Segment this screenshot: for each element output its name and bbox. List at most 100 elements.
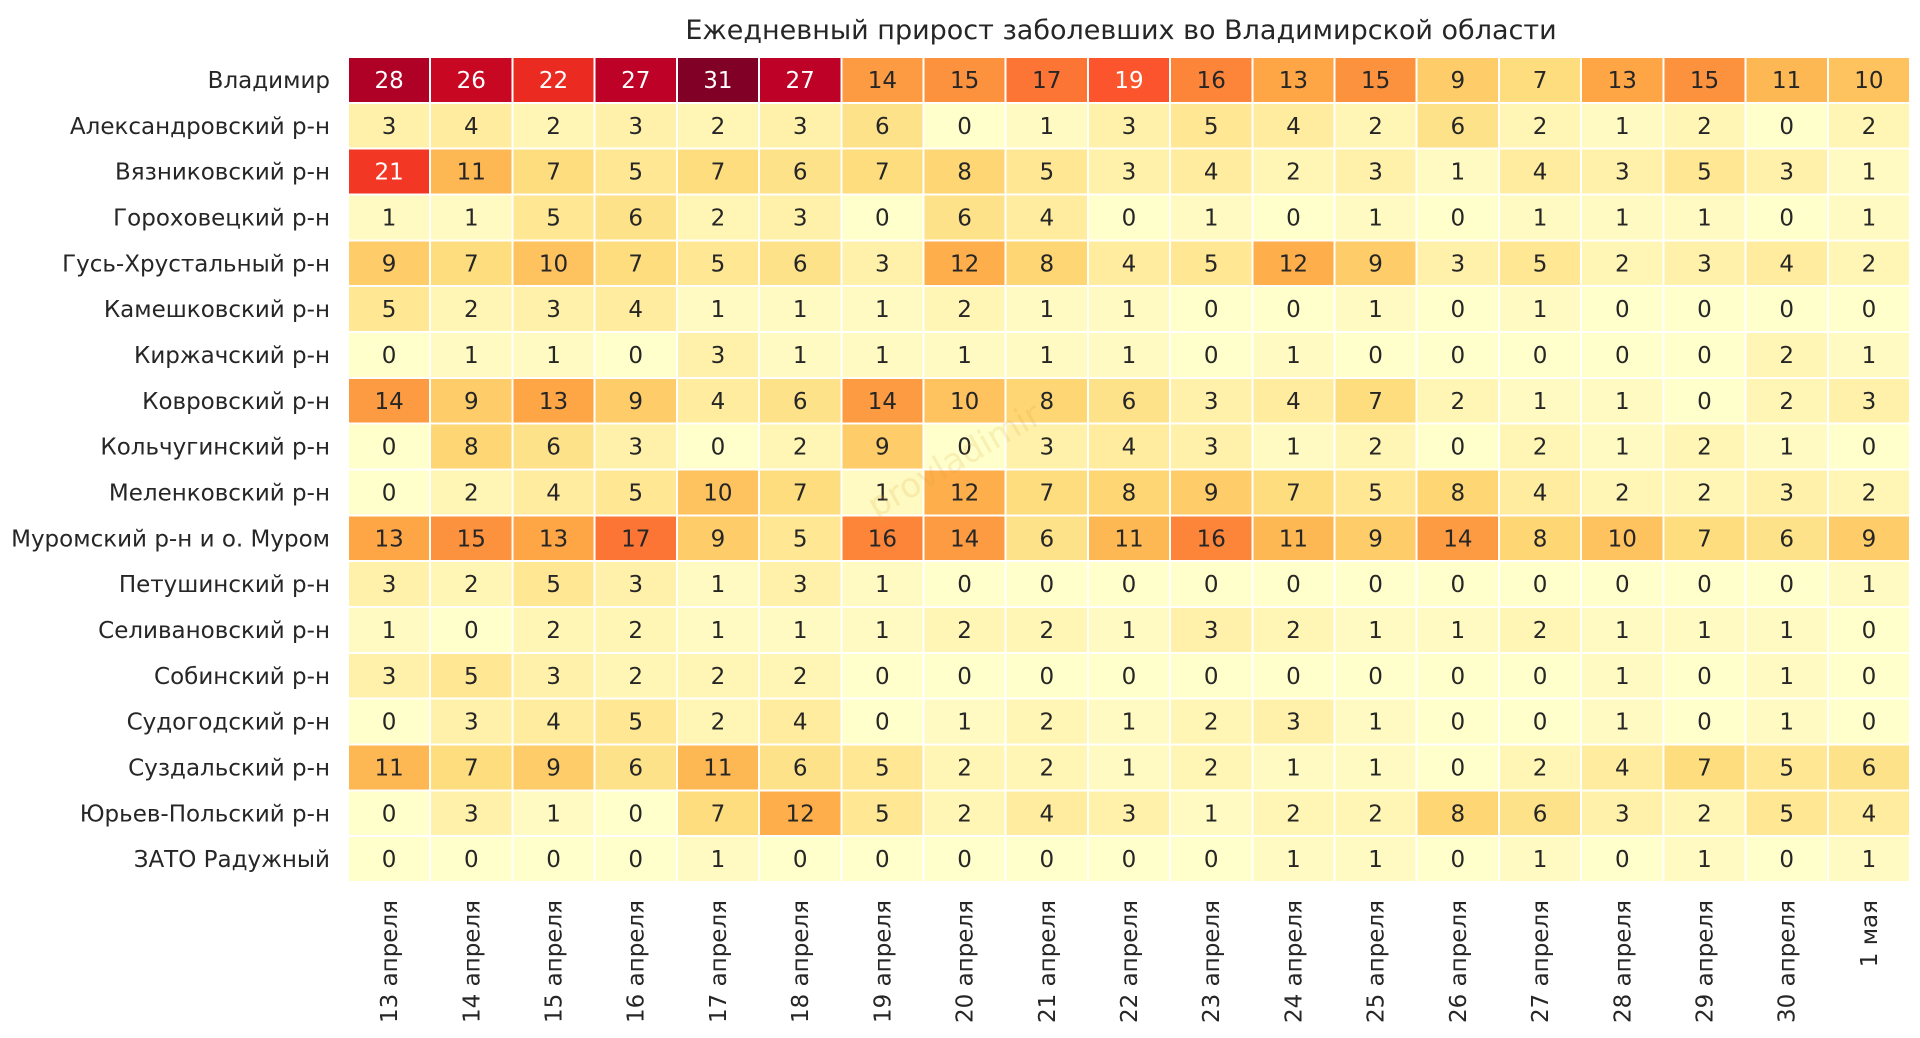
cell-value-label: 3 bbox=[628, 114, 643, 140]
cell-value-label: 2 bbox=[957, 755, 972, 781]
cell-value-label: 0 bbox=[1779, 572, 1794, 598]
cell-value-label: 5 bbox=[382, 297, 397, 323]
cell-value-label: 0 bbox=[1039, 847, 1054, 873]
cell-value-label: 4 bbox=[711, 389, 726, 415]
heatmap-cell bbox=[1333, 697, 1418, 746]
heatmap-cell bbox=[1251, 193, 1336, 242]
cell-value-label: 3 bbox=[1286, 710, 1301, 736]
heatmap-cell bbox=[675, 606, 761, 654]
heatmap-cell bbox=[1004, 376, 1089, 425]
heatmap-cell bbox=[1169, 147, 1254, 196]
cell-value-label: 3 bbox=[793, 572, 808, 598]
cell-value-label: 0 bbox=[1862, 435, 1877, 461]
heatmap-cell bbox=[1333, 789, 1418, 838]
cell-value-label: 1 bbox=[1615, 435, 1630, 461]
cell-value-label: 2 bbox=[546, 114, 561, 140]
heatmap-cell bbox=[1333, 331, 1418, 379]
cell-value-label: 1 bbox=[1451, 618, 1466, 644]
cell-value-label: 1 bbox=[1204, 801, 1219, 827]
cell-value-label: 1 bbox=[382, 205, 397, 231]
heatmap-cell bbox=[347, 331, 432, 379]
cell-value-label: 9 bbox=[711, 526, 726, 552]
cell-value-label: 2 bbox=[1286, 160, 1301, 186]
cell-value-label: 0 bbox=[1286, 205, 1301, 231]
cell-value-label: 1 bbox=[1779, 435, 1794, 461]
cell-value-label: 0 bbox=[1451, 572, 1466, 598]
cell-value-label: 12 bbox=[950, 480, 979, 506]
heatmap-cell bbox=[675, 468, 761, 517]
heatmap-cell bbox=[1004, 560, 1089, 608]
cell-value-label: 1 bbox=[1122, 755, 1137, 781]
heatmap-cell bbox=[840, 514, 925, 563]
cell-value-label: 0 bbox=[464, 847, 479, 873]
cell-value-label: 1 bbox=[1862, 343, 1877, 369]
heatmap-cell bbox=[1662, 101, 1747, 150]
cell-value-label: 0 bbox=[1368, 664, 1383, 690]
heatmap-cell bbox=[347, 606, 432, 654]
cell-value-label: 8 bbox=[1039, 389, 1054, 415]
heatmap-cell bbox=[593, 697, 678, 746]
heatmap-cell bbox=[1744, 101, 1829, 150]
cell-value-label: 13 bbox=[1279, 68, 1308, 94]
heatmap-cell bbox=[1333, 606, 1418, 654]
heatmap-cell bbox=[1580, 468, 1665, 517]
heatmap-cell bbox=[1169, 468, 1254, 517]
cell-value-label: 0 bbox=[1451, 435, 1466, 461]
cell-value-label: 0 bbox=[875, 847, 890, 873]
cell-value-label: 2 bbox=[1533, 755, 1548, 781]
heatmap-cell bbox=[429, 835, 514, 883]
heatmap-cell bbox=[1086, 422, 1172, 471]
heatmap-cell bbox=[1662, 331, 1747, 379]
heatmap-cell bbox=[347, 285, 432, 334]
heatmap-cell bbox=[840, 468, 925, 517]
heatmap-cell bbox=[1251, 514, 1336, 563]
heatmap-cell bbox=[593, 285, 678, 334]
heatmap-cell bbox=[1251, 147, 1336, 196]
cell-value-label: 0 bbox=[1451, 755, 1466, 781]
cell-value-label: 2 bbox=[464, 572, 479, 598]
cell-value-label: 5 bbox=[793, 526, 808, 552]
cell-value-label: 1 bbox=[1697, 618, 1712, 644]
cell-value-label: 1 bbox=[1779, 664, 1794, 690]
cell-value-label: 7 bbox=[464, 755, 479, 781]
heatmap-cell bbox=[429, 743, 514, 792]
cell-value-label: 0 bbox=[1122, 572, 1137, 598]
heatmap-cell bbox=[758, 239, 843, 288]
heatmap-cell bbox=[1744, 331, 1829, 379]
cell-value-label: 7 bbox=[1697, 755, 1712, 781]
cell-value-label: 12 bbox=[786, 801, 815, 827]
cell-value-label: 16 bbox=[868, 526, 897, 552]
cell-value-label: 1 bbox=[1615, 710, 1630, 736]
column-label: 19 апреля bbox=[870, 900, 896, 1023]
cell-value-label: 0 bbox=[1697, 664, 1712, 690]
cell-value-label: 0 bbox=[1204, 343, 1219, 369]
heatmap-cell bbox=[347, 239, 432, 288]
cell-value-label: 1 bbox=[1039, 297, 1054, 323]
cell-value-label: 8 bbox=[957, 160, 972, 186]
cell-value-label: 15 bbox=[1690, 68, 1719, 94]
cell-value-label: 0 bbox=[382, 710, 397, 736]
cell-value-label: 16 bbox=[1197, 68, 1226, 94]
cell-value-label: 6 bbox=[875, 114, 890, 140]
cell-value-label: 2 bbox=[1779, 389, 1794, 415]
cell-value-label: 0 bbox=[1615, 572, 1630, 598]
cell-value-label: 9 bbox=[628, 389, 643, 415]
cell-value-label: 2 bbox=[711, 664, 726, 690]
cell-value-label: 5 bbox=[628, 480, 643, 506]
cell-value-label: 2 bbox=[1368, 114, 1383, 140]
cell-value-label: 1 bbox=[1122, 618, 1137, 644]
row-label: Гороховецкий р-н bbox=[113, 205, 330, 231]
heatmap-cell bbox=[1004, 789, 1089, 838]
heatmap-cell bbox=[840, 193, 925, 242]
column-label: 22 апреля bbox=[1117, 900, 1143, 1023]
cell-value-label: 4 bbox=[1039, 801, 1054, 827]
cell-value-label: 0 bbox=[1451, 297, 1466, 323]
cell-value-label: 2 bbox=[711, 205, 726, 231]
column-label: 14 апреля bbox=[459, 900, 485, 1023]
cell-value-label: 17 bbox=[621, 526, 650, 552]
cell-value-label: 11 bbox=[1772, 68, 1801, 94]
cell-value-label: 0 bbox=[1122, 847, 1137, 873]
cell-value-label: 0 bbox=[875, 664, 890, 690]
cell-value-label: 1 bbox=[875, 572, 890, 598]
